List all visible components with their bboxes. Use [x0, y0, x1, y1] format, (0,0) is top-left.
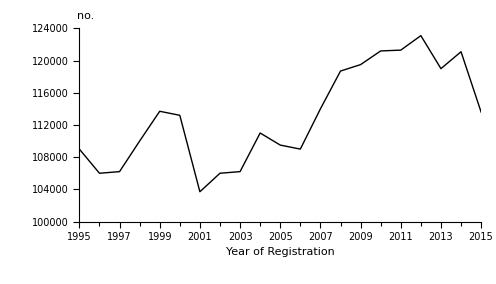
- Text: no.: no.: [77, 11, 95, 21]
- X-axis label: Year of Registration: Year of Registration: [226, 247, 335, 258]
